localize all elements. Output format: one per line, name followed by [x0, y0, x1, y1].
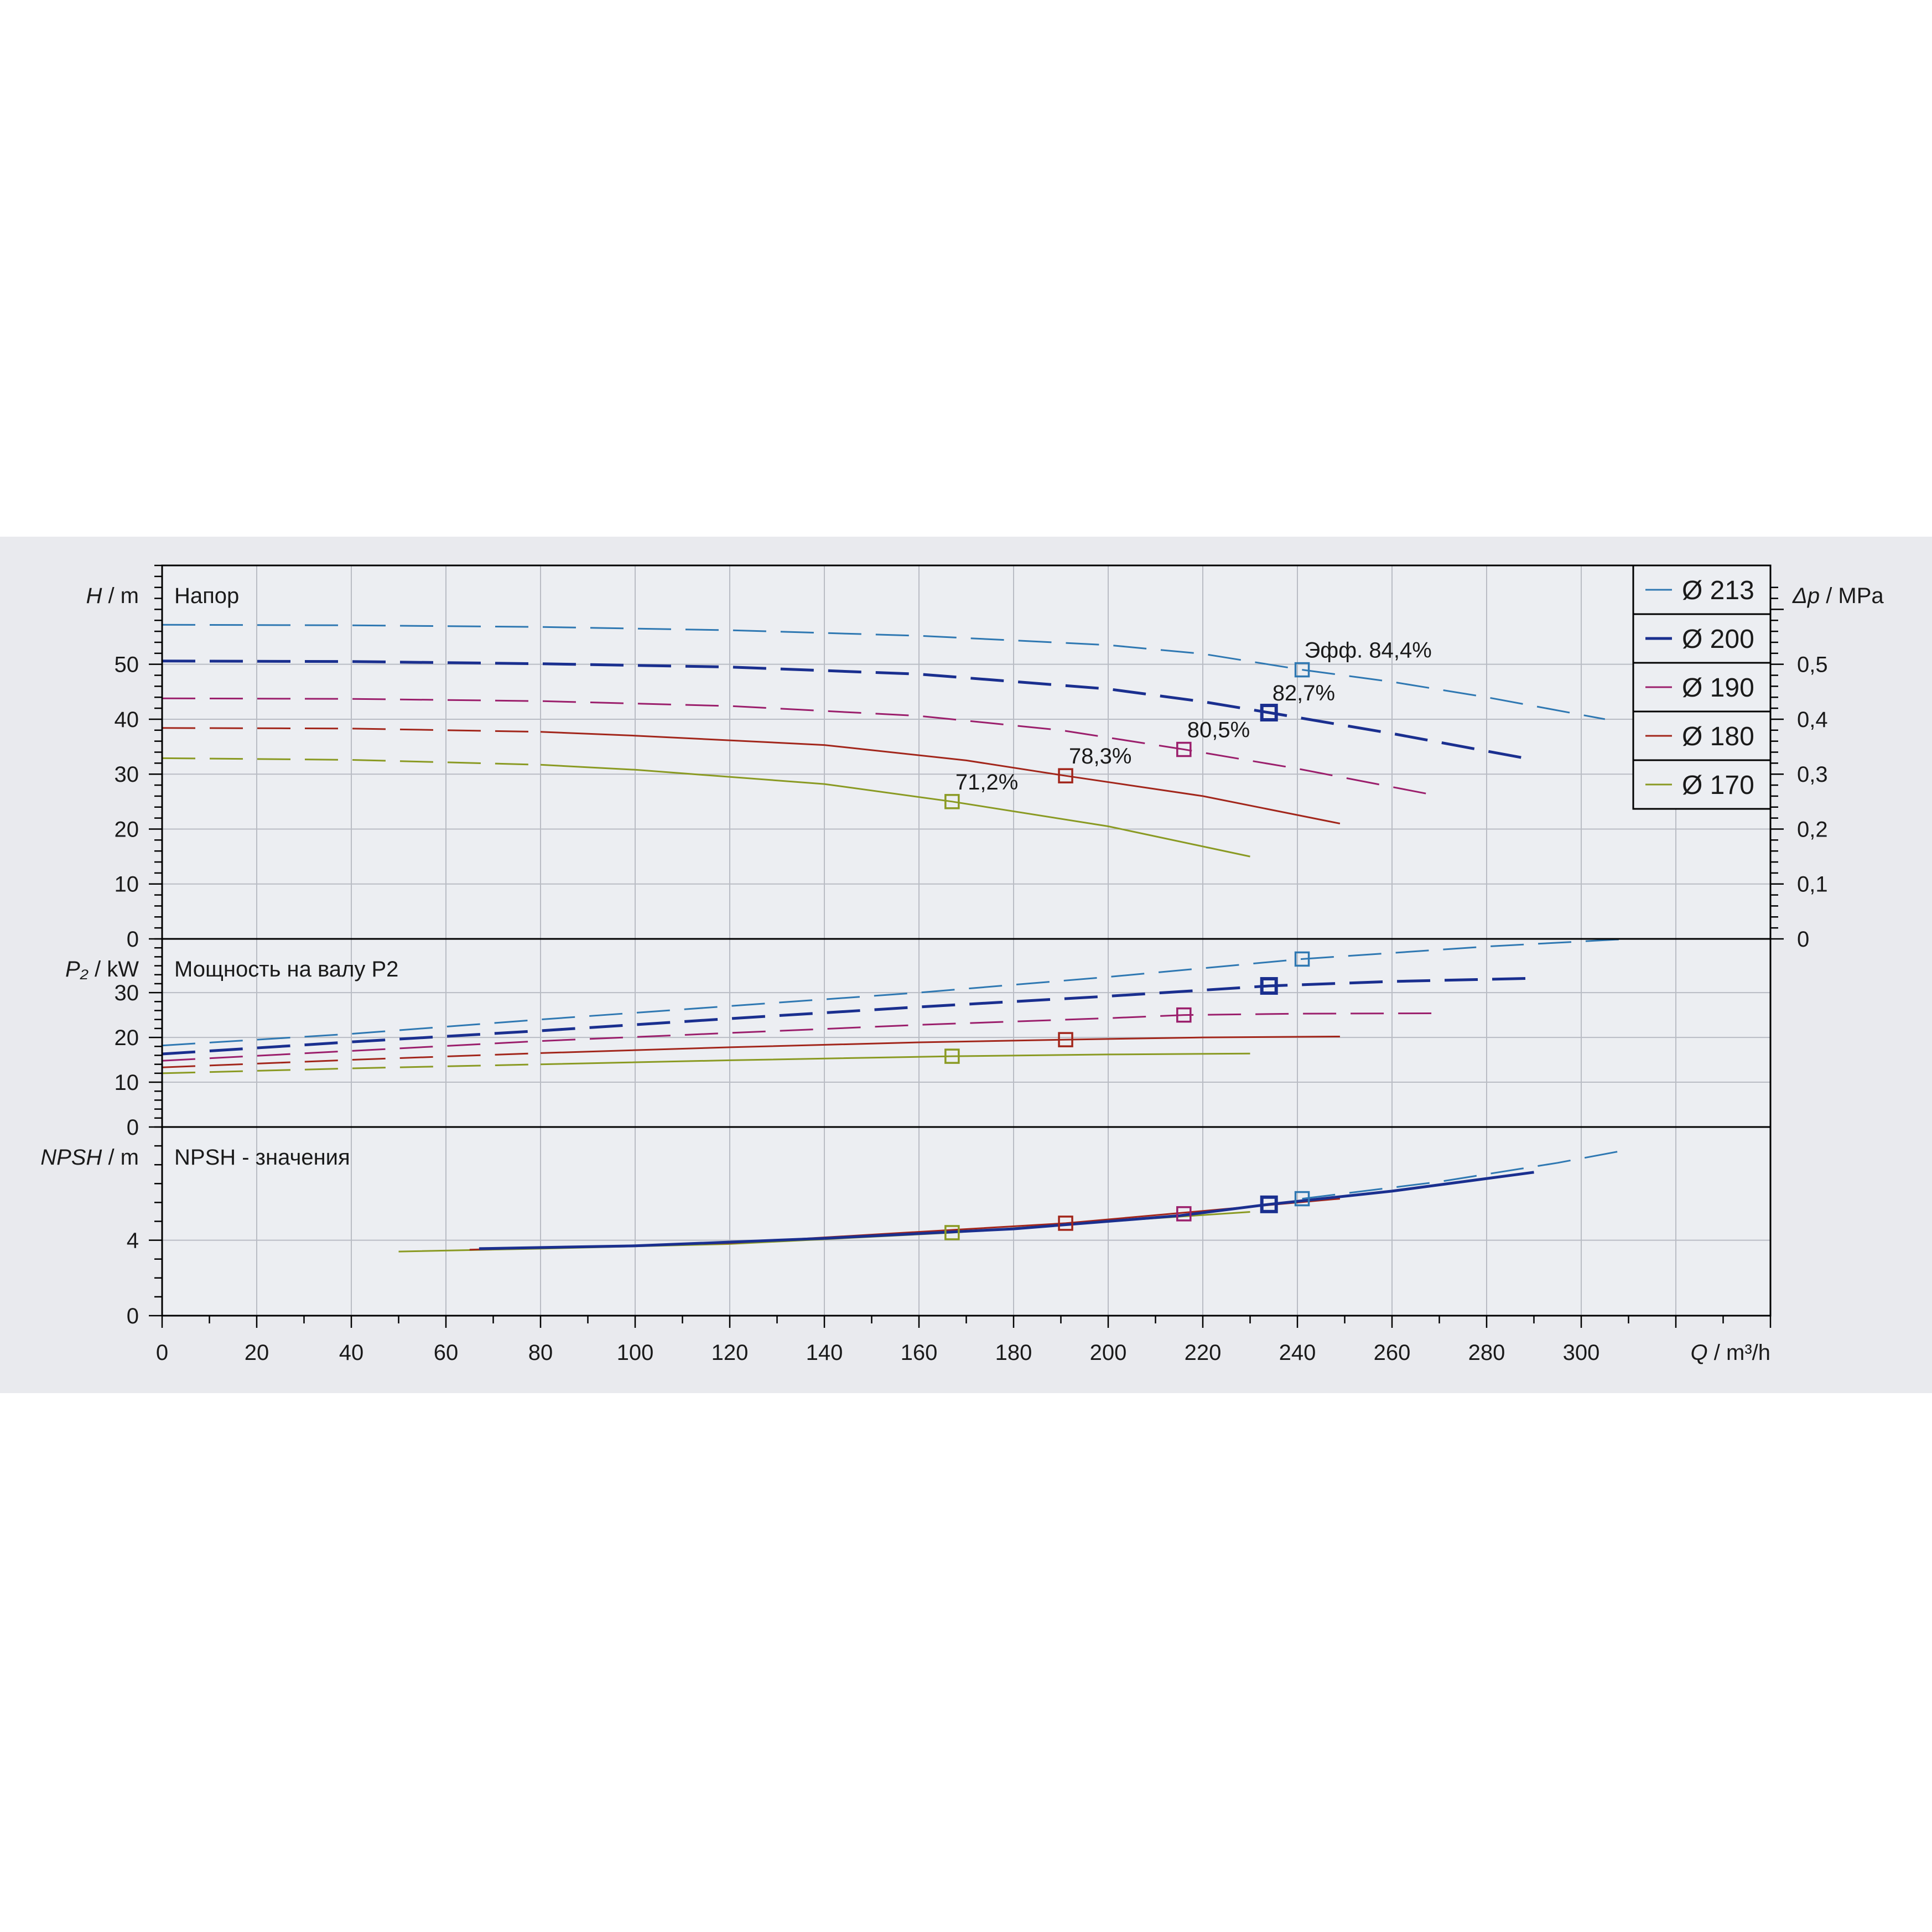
legend-label-d213: Ø 213: [1682, 576, 1754, 605]
power-series-d180-solid: [540, 1036, 1340, 1054]
x-tick-label-280: 280: [1468, 1341, 1505, 1365]
y2-axis-title: Δp / MPa: [1792, 584, 1884, 608]
npsh-series-d200: [479, 1171, 1534, 1250]
x-tick-label-200: 200: [1090, 1341, 1127, 1365]
power-marker-d213: [1294, 951, 1310, 967]
head-series-d200: [162, 659, 1534, 761]
power-marker-d190: [1176, 1007, 1192, 1023]
label-layer: 0 20 40 60 80 100 120 140 160 180 200 220 240 260 280 3…: [40, 584, 1884, 1365]
power-series-d180-dashed: [162, 1052, 541, 1068]
head-y-tick-label-0: 0: [127, 927, 139, 952]
x-tick-label-140: 140: [806, 1341, 843, 1365]
npsh-marker-d180: [1058, 1216, 1073, 1231]
y2-tick-label-2: 0,2: [1797, 817, 1828, 842]
power-series-d200: [162, 977, 1534, 1056]
npsh-y-tick-label-4: 4: [127, 1229, 139, 1253]
x-tick-label-100: 100: [617, 1341, 654, 1365]
y2-tick-label-3: 0,3: [1797, 762, 1828, 787]
legend: Ø 213 Ø 200 Ø 190 Ø 180 Ø 170: [1632, 564, 1772, 810]
x-tick-label-180: 180: [995, 1341, 1032, 1365]
power-series-d170-dashed: [162, 1063, 541, 1074]
plot-area: [162, 565, 1770, 1316]
power-panel-title: Мощность на валу P2: [174, 957, 398, 981]
x-tick-label-240: 240: [1279, 1341, 1316, 1365]
head-marker-label-d213: Эфф. 84,4%: [1305, 638, 1432, 663]
power-marker-d200: [1260, 977, 1278, 995]
npsh-series-d213: [1302, 1149, 1629, 1200]
y2-tick-label-0: 0: [1797, 927, 1809, 952]
head-y-axis-title: H / m: [86, 584, 139, 608]
x-tick-label-60: 60: [434, 1341, 459, 1365]
head-marker-d180: [1058, 768, 1073, 783]
legend-label-d170: Ø 170: [1682, 771, 1754, 800]
y2-tick-label-5: 0,5: [1797, 653, 1828, 677]
legend-label-d200: Ø 200: [1682, 625, 1754, 654]
y2-tick-label-4: 0,4: [1797, 708, 1828, 732]
x-tick-label-40: 40: [339, 1341, 364, 1365]
tick-layer: [149, 564, 1784, 1328]
head-series-d180-solid: [540, 731, 1341, 824]
legend-label-d180: Ø 180: [1682, 722, 1754, 751]
npsh-y-tick-label-0: 0: [127, 1304, 139, 1328]
npsh-marker-d213: [1294, 1191, 1310, 1207]
head-y-tick-label-10: 10: [115, 872, 139, 897]
x-tick-label-0: 0: [156, 1341, 168, 1365]
x-axis-title: Q / m³/h: [1691, 1341, 1770, 1365]
head-panel-title: Напор: [174, 584, 239, 608]
head-y-tick-label-30: 30: [115, 762, 139, 787]
head-marker-d200: [1260, 704, 1278, 722]
head-marker-label-d170: 71,2%: [955, 770, 1018, 794]
power-y-tick-label-0: 0: [127, 1115, 139, 1140]
series-layer: [162, 624, 1629, 1253]
x-tick-label-20: 20: [245, 1341, 269, 1365]
npsh-panel-title: NPSH - значения: [174, 1145, 350, 1170]
head-marker-d170: [944, 794, 960, 809]
power-y-axis-title: P₂ / kW: [65, 957, 139, 981]
x-tick-label-80: 80: [528, 1341, 553, 1365]
power-y-tick-label-10: 10: [115, 1071, 139, 1095]
npsh-marker-d200: [1260, 1195, 1278, 1213]
power-series-d213: [162, 938, 1629, 1047]
chart-svg: 0 20 40 60 80 100 120 140 160 180 200 220 240 260 280 3…: [40, 564, 1884, 1365]
x-tick-label-160: 160: [901, 1341, 938, 1365]
power-series-d170-solid: [540, 1052, 1250, 1066]
head-marker-label-d180: 78,3%: [1069, 744, 1131, 768]
power-y-tick-label-30: 30: [115, 981, 139, 1005]
head-series-d180-dashed: [162, 727, 541, 733]
power-y-tick-label-20: 20: [115, 1026, 139, 1050]
power-series-d190: [162, 1012, 1440, 1062]
head-marker-label-d200: 82,7%: [1273, 681, 1335, 705]
head-series-d170-solid: [540, 764, 1250, 858]
x-tick-label-220: 220: [1185, 1341, 1222, 1365]
npsh-marker-d190: [1176, 1206, 1192, 1222]
legend-label-d190: Ø 190: [1682, 673, 1754, 703]
head-marker-label-d190: 80,5%: [1187, 718, 1250, 742]
y2-tick-label-1: 0,1: [1797, 872, 1828, 897]
npsh-marker-d170: [944, 1225, 960, 1240]
grid: [162, 565, 1771, 1316]
x-tick-label-300: 300: [1563, 1341, 1600, 1365]
head-series-d213: [162, 624, 1606, 720]
npsh-y-axis-title: NPSH / m: [40, 1145, 139, 1170]
pump-performance-chart: 0 20 40 60 80 100 120 140 160 180 200 220 240 260 280 3…: [0, 537, 1932, 1393]
head-y-tick-label-20: 20: [115, 817, 139, 842]
power-marker-d170: [944, 1048, 960, 1064]
head-y-tick-label-50: 50: [115, 653, 139, 677]
head-series-d190: [162, 697, 1440, 797]
head-series-d170-dashed: [162, 757, 541, 766]
head-y-tick-label-40: 40: [115, 708, 139, 732]
head-marker-d213: [1294, 662, 1310, 678]
x-tick-label-120: 120: [711, 1341, 749, 1365]
power-marker-d180: [1058, 1032, 1073, 1047]
head-marker-d190: [1176, 741, 1192, 757]
x-tick-label-260: 260: [1374, 1341, 1411, 1365]
